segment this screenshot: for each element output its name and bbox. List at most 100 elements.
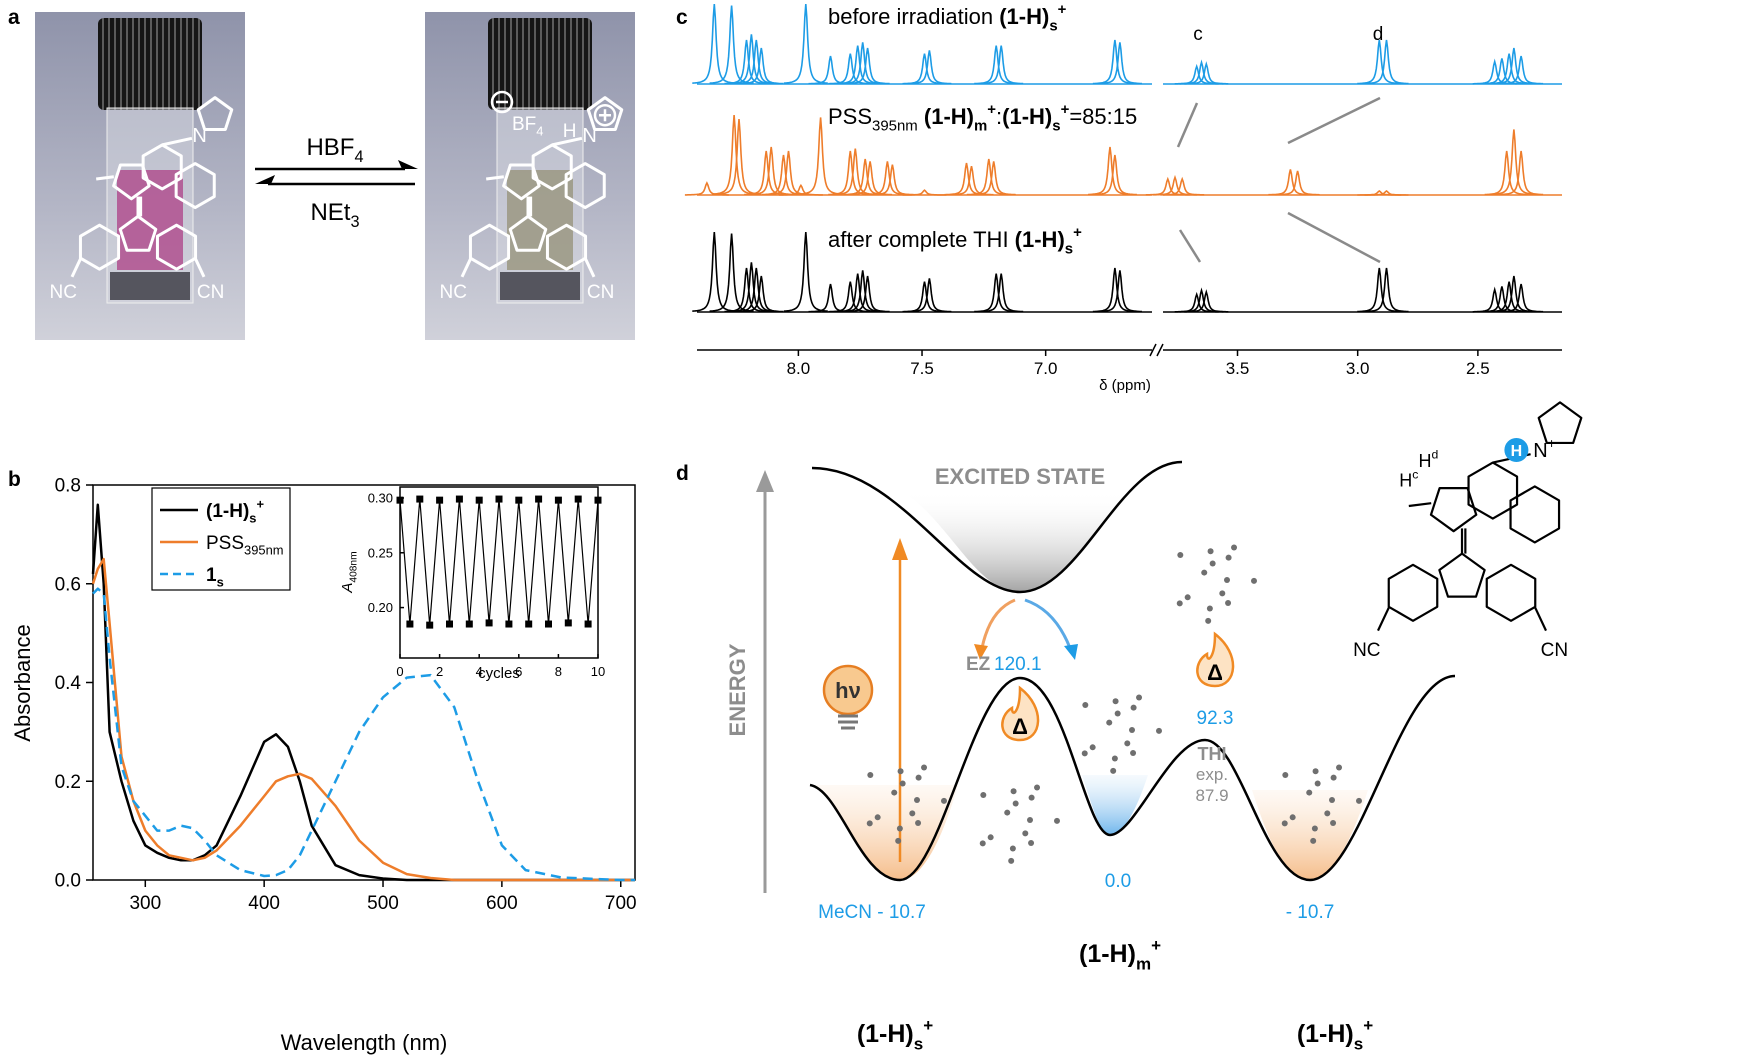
nmr-peak bbox=[1499, 150, 1544, 196]
marker bbox=[475, 496, 483, 504]
atom bbox=[1336, 764, 1343, 771]
atom-label: Hd bbox=[1418, 448, 1438, 471]
y-tick-label: 0.0 bbox=[55, 871, 81, 892]
x-tick-label: 7.5 bbox=[910, 359, 934, 378]
x-axis-label: cycles bbox=[478, 665, 520, 682]
text-part: + bbox=[1061, 101, 1070, 118]
text-part: s bbox=[1354, 1035, 1363, 1054]
nmr-peak bbox=[828, 53, 873, 85]
text-part: s bbox=[914, 1035, 923, 1054]
nmr-peak bbox=[778, 183, 823, 196]
atom bbox=[1184, 594, 1191, 601]
text-part: d bbox=[1431, 448, 1438, 462]
decay-arrow-head bbox=[1064, 644, 1078, 660]
atom-label: NC bbox=[439, 282, 466, 303]
nmr-peak bbox=[828, 281, 873, 313]
text-part: 1 bbox=[206, 565, 217, 586]
nmr-peak bbox=[1357, 39, 1402, 85]
panel-label: b bbox=[8, 468, 21, 491]
bond bbox=[531, 143, 573, 191]
charge-minus bbox=[490, 90, 514, 114]
marker bbox=[465, 620, 473, 628]
bond bbox=[161, 136, 193, 147]
text-part: (1-H) bbox=[1015, 227, 1065, 252]
x-tick-label: 3.0 bbox=[1346, 359, 1370, 378]
nmr-peak bbox=[783, 3, 828, 84]
atom bbox=[914, 797, 920, 803]
x-tick-label: 700 bbox=[605, 893, 637, 914]
nmr-peak bbox=[845, 275, 890, 313]
atom bbox=[1312, 768, 1319, 775]
legend-label: PSS395nm bbox=[206, 533, 284, 558]
text-part: (1-H) bbox=[1002, 104, 1052, 129]
nmr-peak bbox=[1364, 39, 1409, 85]
vial-base bbox=[110, 272, 190, 300]
atom bbox=[979, 840, 986, 847]
atom bbox=[1329, 797, 1335, 803]
atom bbox=[909, 810, 916, 817]
x-axis-label: Wavelength (nm) bbox=[281, 1030, 448, 1055]
barrier-label: exp. bbox=[1196, 765, 1228, 784]
nmr-peak bbox=[1357, 267, 1402, 313]
nmr-peak bbox=[1160, 176, 1205, 196]
marker bbox=[554, 496, 562, 504]
atom bbox=[1231, 544, 1238, 551]
decay-arrow bbox=[980, 598, 1016, 649]
atom bbox=[921, 764, 928, 771]
bond bbox=[1387, 563, 1439, 622]
nmr-peak bbox=[949, 166, 994, 196]
nmr-peak bbox=[1499, 55, 1544, 85]
text-part: s bbox=[1065, 241, 1073, 258]
bond bbox=[1408, 502, 1432, 508]
bond bbox=[1485, 563, 1537, 622]
text-part: (1-H) bbox=[857, 1020, 914, 1048]
atom bbox=[915, 774, 922, 781]
nmr-peak bbox=[1275, 170, 1320, 196]
charge-plus bbox=[593, 103, 617, 127]
nmr-peak bbox=[907, 50, 952, 85]
legend-label: 1s bbox=[206, 565, 224, 590]
text-part: H bbox=[1399, 470, 1412, 490]
nmr-peak bbox=[979, 45, 1024, 85]
bond bbox=[96, 175, 114, 181]
counterion: BF4 bbox=[512, 114, 543, 139]
text-part: m bbox=[974, 118, 987, 135]
nmr-peak bbox=[1097, 42, 1142, 85]
marker bbox=[535, 495, 543, 503]
panel-c: 8.0 7.5 7.0 3.5 3.0 2.5 δ (ppm) before irradiat… bbox=[684, 1, 1562, 394]
well-fill bbox=[810, 785, 958, 880]
nmr-peak bbox=[848, 161, 893, 196]
atom bbox=[1106, 719, 1113, 726]
plot-frame bbox=[399, 486, 599, 659]
y-tick-label: 0.20 bbox=[368, 600, 393, 615]
atom bbox=[1355, 797, 1362, 804]
text-part: after complete THI bbox=[828, 227, 1015, 252]
bond bbox=[551, 136, 583, 147]
atom bbox=[1225, 600, 1232, 607]
spectrum-label: PSS395nm (1-H)m+:(1-H)s+=85:15 bbox=[828, 101, 1137, 135]
atom-label: H bbox=[563, 121, 577, 142]
x-tick-label: 2.5 bbox=[1466, 359, 1490, 378]
nmr-peak bbox=[1184, 289, 1229, 313]
reagent: NEt3 bbox=[310, 199, 359, 231]
bond bbox=[1377, 606, 1391, 632]
excitation-arrow-head bbox=[892, 538, 908, 560]
marker bbox=[436, 496, 444, 504]
spectrum-label: after complete THI (1-H)s+ bbox=[828, 224, 1082, 258]
legend-label: (1-H)s+ bbox=[206, 496, 264, 525]
decay-arrow bbox=[1024, 598, 1072, 649]
bond bbox=[468, 223, 511, 271]
y-axis-label: A408nm bbox=[339, 551, 360, 593]
text-part: NEt bbox=[310, 199, 350, 226]
marker bbox=[584, 620, 592, 628]
text-part: s bbox=[1052, 118, 1060, 135]
x-tick-label: 8 bbox=[555, 664, 562, 679]
text-part: + bbox=[923, 1016, 933, 1035]
atom bbox=[1330, 774, 1337, 781]
text-part: + bbox=[256, 496, 264, 511]
bond bbox=[1429, 487, 1478, 533]
y-tick-label: 0.6 bbox=[55, 574, 81, 595]
atom bbox=[1112, 698, 1119, 705]
nmr-peak bbox=[749, 146, 794, 196]
nmr-peak bbox=[1097, 270, 1142, 313]
